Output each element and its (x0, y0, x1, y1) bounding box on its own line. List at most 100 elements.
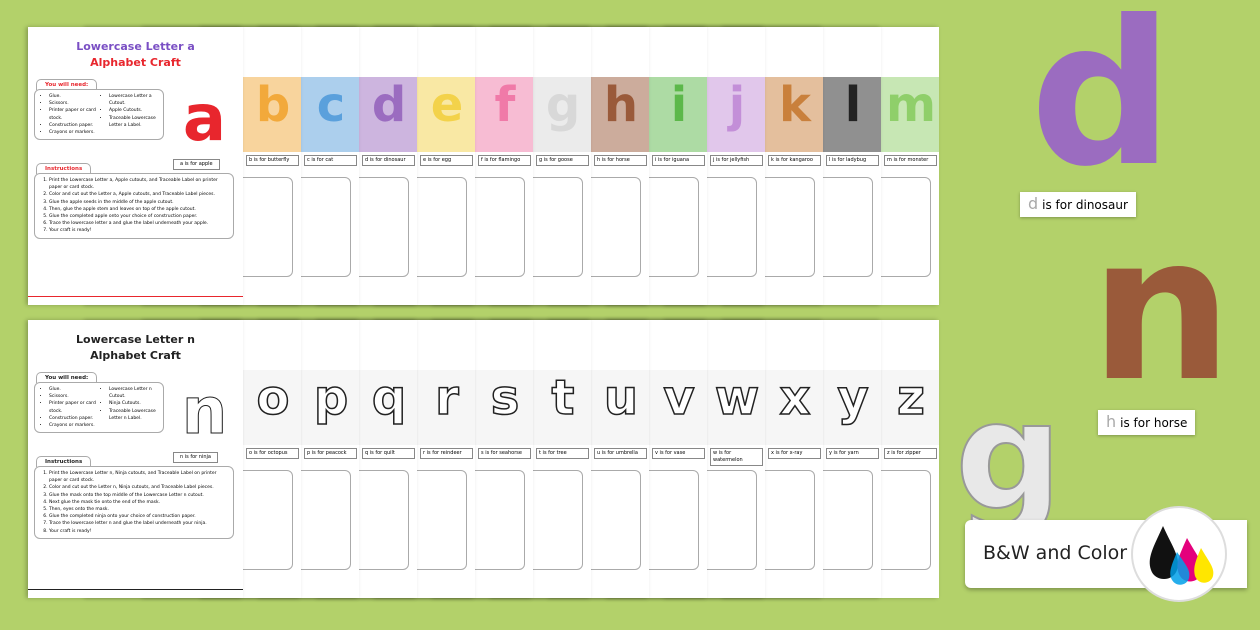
material-item: Traceable Lowercase Letter n Label. (109, 408, 157, 422)
sheet-letter: u (603, 369, 639, 427)
you-will-need-heading: You will need: (36, 372, 98, 383)
sheet-letter: y (837, 369, 870, 427)
sheet-letter: j (728, 77, 746, 133)
material-item: Traceable Lowercase Letter a Label. (109, 115, 157, 129)
material-item: Construction paper. (49, 122, 97, 129)
sheet-letter: h (603, 77, 639, 133)
sheet-label: c is for cat (304, 155, 357, 166)
footer-line (28, 296, 243, 297)
sheet-label: g is for goose (536, 155, 589, 166)
instruction-step: Trace the lowercase letter a and glue th… (49, 220, 227, 227)
craft-label: n is for ninja (173, 452, 218, 463)
sheet-label: i is for iguana (652, 155, 705, 166)
instructions-heading: Instructions (36, 456, 92, 467)
sheet-subtitle: Alphabet Craft (90, 55, 181, 69)
sheet-label: t is for tree (536, 448, 589, 459)
bw-and-color-badge: B&W and Color (965, 506, 1247, 602)
horse-label: h is for horse (1098, 410, 1196, 435)
sheet-letter: t (551, 369, 575, 427)
sheet-label: s is for seahorse (478, 448, 531, 459)
material-item: Crayons or markers. (49, 129, 97, 136)
sheet-label: p is for peacock (304, 448, 357, 459)
sheet-letter: x (779, 369, 811, 427)
sheet-letter: f (494, 77, 516, 133)
sheet-label: z is for zipper (884, 448, 937, 459)
color-sheets-row: b b is for butterfly c c is for cat d d … (28, 27, 948, 307)
instructions-list: Print the Lowercase Letter a, Apple cuto… (34, 173, 234, 239)
sheet-label: u is for umbrella (594, 448, 647, 459)
instruction-step: Glue the completed ninja onto your choic… (49, 513, 227, 520)
sheet-letter: m (886, 77, 937, 133)
material-item: Scissors. (49, 393, 97, 400)
dinosaur-label: d is for dinosaur (1020, 192, 1136, 217)
horse-label-letter: h (1106, 412, 1117, 431)
dinosaur-label-letter: d (1028, 194, 1039, 213)
sheet-letter: r (434, 369, 459, 427)
dinosaur-letter-d: d (1030, 0, 1174, 211)
instruction-step: Then, eyes onto the mask. (49, 506, 227, 513)
sheet-label: q is for quilt (362, 448, 415, 459)
instruction-step: Glue the apple seeds in the middle of th… (49, 199, 227, 206)
instruction-step: Print the Lowercase Letter n, Ninja cuto… (49, 470, 227, 484)
instructions-heading: Instructions (36, 163, 92, 174)
sheet-letter: i (670, 77, 688, 133)
material-item: Lowercase Letter a Cutout. (109, 93, 157, 107)
instruction-step: Glue the mask onto the top middle of the… (49, 492, 227, 499)
sheet-label: h is for horse (594, 155, 647, 166)
sheet-label: y is for yarn (826, 448, 879, 459)
sheet-letter: p (313, 369, 349, 427)
sheet-label: b is for butterfly (246, 155, 299, 166)
sheet-letter: b (255, 77, 291, 133)
sheet-title: Lowercase Letter n (76, 333, 195, 346)
front-instruction-sheet: Lowercase Letter n Alphabet Craft You wil… (28, 320, 243, 598)
instruction-step: Then, glue the apple stem and leaves on … (49, 206, 227, 213)
material-item: Ninja Cutouts. (109, 400, 157, 407)
sheet-letter: d (371, 77, 407, 133)
bw-sheets-row: o o is for octopus p p is for peacock q … (28, 320, 948, 600)
sheet-label: w is for watermelon (710, 448, 763, 466)
craft-picture: n (181, 375, 228, 449)
material-item: Printer paper or card stock. (49, 400, 97, 414)
materials-list: Glue.Scissors.Printer paper or card stoc… (34, 89, 164, 141)
instruction-step: Glue the completed apple onto your choic… (49, 213, 227, 220)
sheet-letter: l (844, 77, 862, 133)
sheet-letter: g (545, 77, 581, 133)
sheet-label: d is for dinosaur (362, 155, 415, 166)
instruction-step: Your craft is ready! (49, 528, 227, 535)
sheet-letter: w (714, 369, 760, 427)
sheet-letter: o (256, 369, 290, 427)
instruction-step: Trace the lowercase letter n and glue th… (49, 520, 227, 527)
material-item: Printer paper or card stock. (49, 107, 97, 121)
sheet-label: f is for flamingo (478, 155, 531, 166)
craft-label: a is for apple (173, 159, 220, 170)
material-item: Construction paper. (49, 415, 97, 422)
sheet-letter: z (896, 369, 925, 427)
front-instruction-sheet: Lowercase Letter a Alphabet Craft You wil… (28, 27, 243, 305)
instructions-list: Print the Lowercase Letter n, Ninja cuto… (34, 466, 234, 539)
sheet-letter: s (490, 369, 520, 427)
sheet-label: x is for x-ray (768, 448, 821, 459)
instruction-step: Next glue the mask tie onto the end of t… (49, 499, 227, 506)
sheet-label: v is for vase (652, 448, 705, 459)
sheet-label: j is for jellyfish (710, 155, 763, 166)
sheet-letter: c (316, 77, 346, 133)
horse-label-text: is for horse (1120, 416, 1188, 430)
sheet-letter: v (663, 369, 696, 427)
instruction-step: Your craft is ready! (49, 227, 227, 234)
sheet-label: o is for octopus (246, 448, 299, 459)
material-item: Apple Cutouts. (109, 107, 157, 114)
sheet-title: Lowercase Letter a (76, 40, 195, 53)
instruction-step: Print the Lowercase Letter a, Apple cuto… (49, 177, 227, 191)
material-item: Glue. (49, 386, 97, 393)
materials-list: Glue.Scissors.Printer paper or card stoc… (34, 382, 164, 434)
sheet-label: r is for reindeer (420, 448, 473, 459)
goose-letter-g: g (954, 370, 1063, 544)
sheet-label: m is for monster (884, 155, 937, 166)
instruction-step: Color and cut out the Letter a, Apple cu… (49, 191, 227, 198)
sheet-letter: q (371, 369, 407, 427)
sheet-label: e is for egg (420, 155, 473, 166)
material-item: Crayons or markers. (49, 422, 97, 429)
sheet-letter: k (779, 77, 811, 133)
instruction-step: Color and cut out the Letter n, Ninja cu… (49, 484, 227, 491)
footer-line (28, 589, 243, 590)
